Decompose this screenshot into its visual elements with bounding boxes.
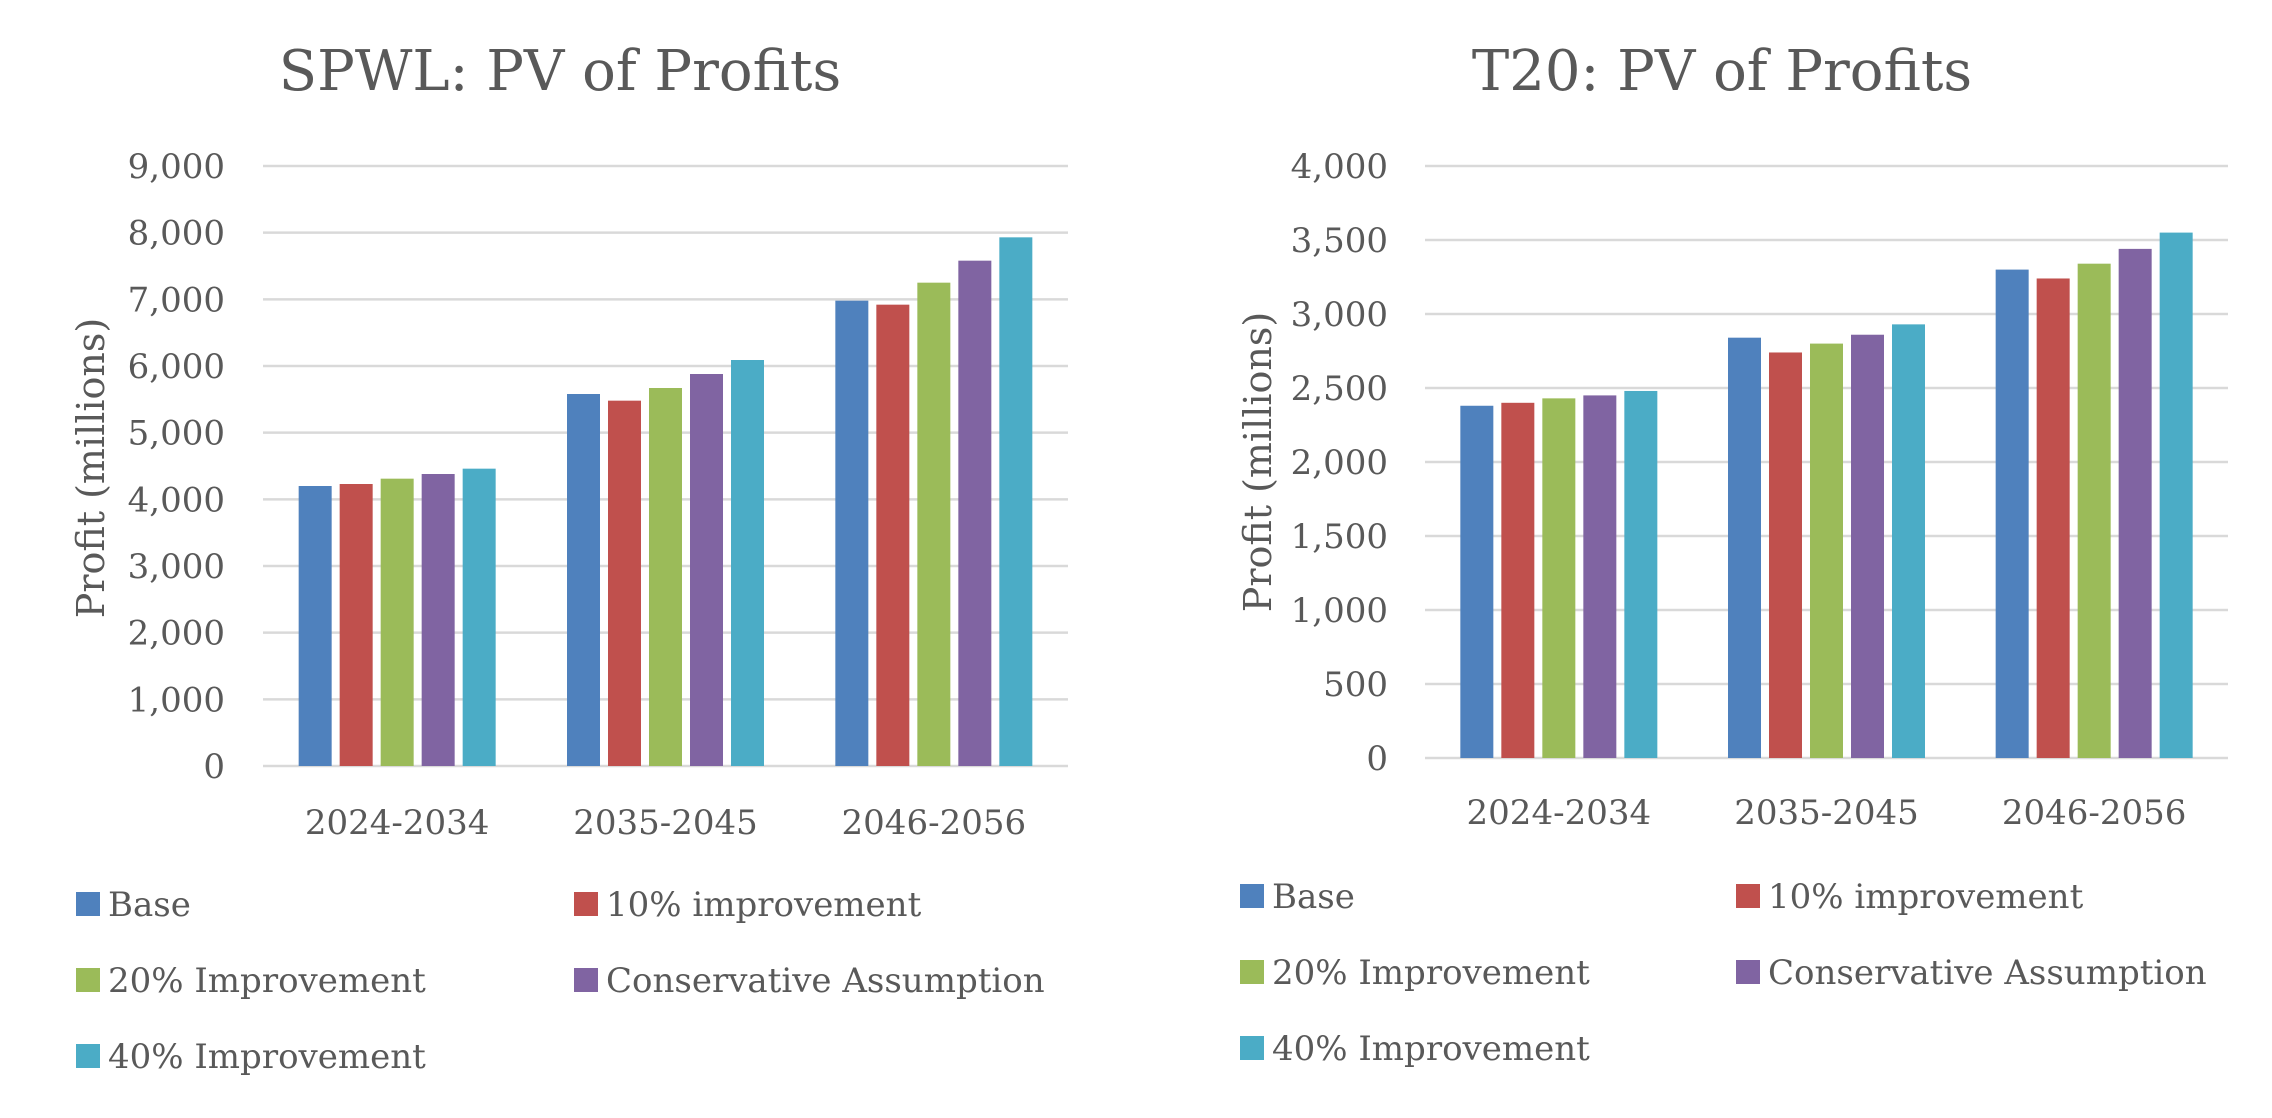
legend-label: 10% improvement [1768, 877, 2084, 917]
bar [835, 300, 869, 766]
legend-swatch [1240, 1036, 1264, 1060]
y-tick-label: 8,000 [128, 214, 225, 254]
chart-title: T20: PV of Profits [1472, 39, 1972, 104]
y-tick-label: 4,000 [128, 480, 225, 520]
x-tick-label: 2046-2056 [2002, 793, 2187, 833]
legend-swatch [574, 968, 598, 992]
y-tick-label: 3,000 [1291, 295, 1388, 335]
y-tick-label: 5,000 [128, 414, 225, 454]
bar [608, 400, 641, 766]
bar [999, 237, 1033, 767]
bar [1769, 352, 1802, 758]
bar [1542, 398, 1576, 758]
t20-chart: T20: PV of Profits Profit (millions) 0 50… [1236, 39, 2228, 1069]
y-tick-label: 2,000 [128, 614, 225, 654]
x-tick-label: 2046-2056 [842, 803, 1027, 843]
y-tick-label: 3,000 [128, 547, 225, 587]
legend-label: 20% Improvement [1272, 953, 1590, 993]
bar [1810, 343, 1843, 758]
bar [917, 282, 951, 766]
bar [567, 394, 600, 766]
legend-swatch [76, 1044, 100, 1068]
y-tick-label: 7,000 [128, 280, 225, 320]
y-tick-label: 1,500 [1291, 517, 1388, 557]
y-tick-label: 2,500 [1291, 369, 1388, 409]
y-tick-label: 0 [203, 747, 225, 787]
chart-title: SPWL: PV of Profits [279, 39, 841, 104]
t20-chart-panel: T20: PV of Profits Profit (millions) 0 50… [1136, 0, 2272, 1118]
legend-label: Base [108, 885, 191, 925]
spwl-chart-panel: SPWL: PV of Profits Profit (millions) 0 1… [69, 39, 1068, 1077]
y-tick-label: 6,000 [128, 347, 225, 387]
y-tick-label: 9,000 [128, 147, 225, 187]
legend-swatch [76, 968, 100, 992]
y-tick-label: 2,000 [1291, 443, 1388, 483]
bar [690, 374, 723, 766]
legend-label: Conservative Assumption [606, 961, 1045, 1001]
y-axis-label: Profit (millions) [69, 318, 113, 618]
legend-label: 40% Improvement [1272, 1029, 1590, 1069]
y-tick-label: 500 [1323, 665, 1388, 705]
bar [649, 388, 682, 766]
legend-label: 40% Improvement [108, 1037, 426, 1077]
bar [1995, 269, 2029, 758]
y-tick-label: 4,000 [1291, 147, 1388, 187]
legend-label: Conservative Assumption [1768, 953, 2207, 993]
bar [958, 260, 992, 766]
bar [2077, 263, 2111, 758]
legend-label: Base [1272, 877, 1355, 917]
spwl-chart: SPWL: PV of Profits Profit (millions) 0 1… [69, 39, 1068, 1077]
legend-swatch [1240, 960, 1264, 984]
bar [1624, 390, 1658, 758]
y-tick-label: 0 [1366, 739, 1388, 779]
y-axis-label: Profit (millions) [1236, 312, 1280, 612]
legend-swatch [574, 892, 598, 916]
legend-swatch [1240, 884, 1264, 908]
x-tick-label: 2024-2034 [305, 803, 490, 843]
legend-swatch [1736, 884, 1760, 908]
legend-label: 10% improvement [606, 885, 922, 925]
bar [2159, 232, 2193, 759]
y-tick-label: 3,500 [1291, 221, 1388, 261]
bar [1728, 337, 1761, 758]
bar [298, 486, 332, 766]
bar [1501, 402, 1535, 758]
legend-swatch [76, 892, 100, 916]
bar [380, 478, 414, 766]
x-tick-label: 2035-2045 [573, 803, 758, 843]
bar [462, 468, 496, 766]
x-tick-label: 2024-2034 [1467, 793, 1652, 833]
bar [1460, 405, 1494, 758]
bar [1851, 334, 1884, 758]
bar [731, 360, 764, 766]
bar [421, 474, 455, 766]
x-tick-label: 2035-2045 [1734, 793, 1919, 833]
legend-swatch [1736, 960, 1760, 984]
bar [1892, 324, 1925, 758]
bar [2036, 278, 2070, 758]
legend-label: 20% Improvement [108, 961, 426, 1001]
bar [876, 304, 910, 766]
y-tick-label: 1,000 [128, 680, 225, 720]
bar [1583, 395, 1617, 758]
bar [2118, 248, 2152, 758]
y-tick-label: 1,000 [1291, 591, 1388, 631]
bar [339, 484, 373, 766]
